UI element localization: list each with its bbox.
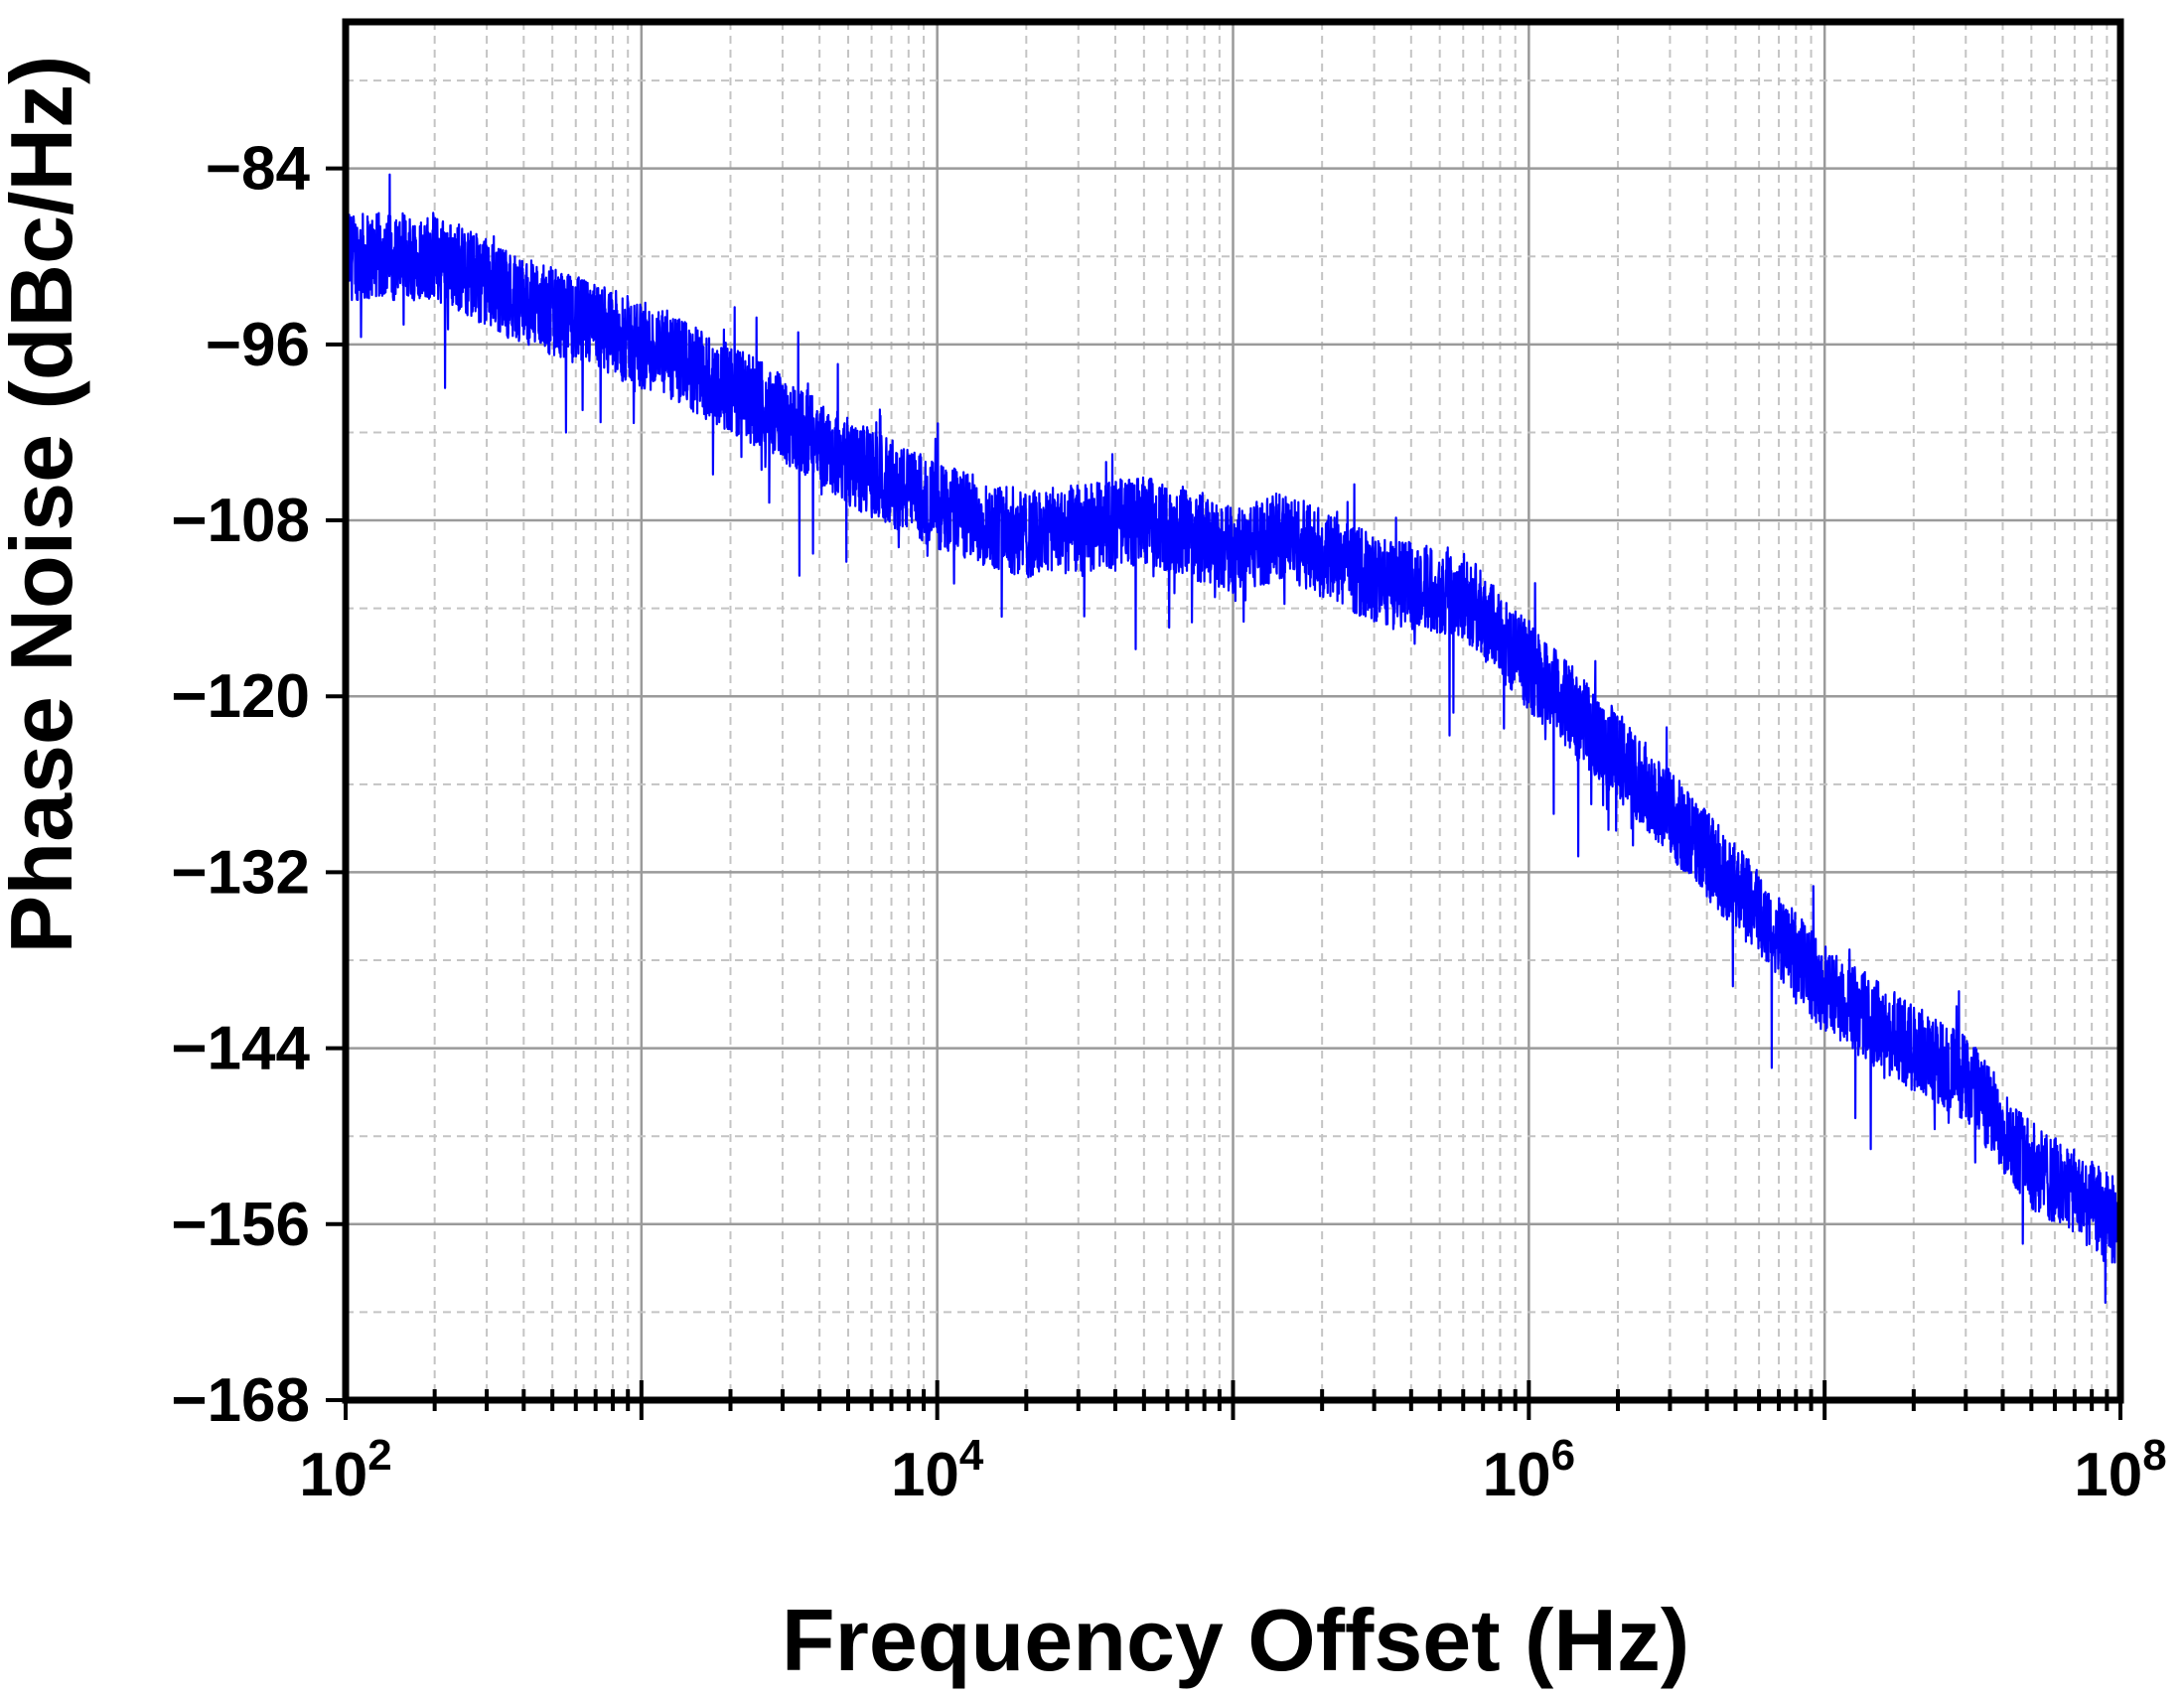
x-tick-label: 102 <box>299 1431 391 1509</box>
y-axis-title: Phase Noise (dBc/Hz) <box>0 56 90 954</box>
y-tick-label: −156 <box>171 1191 310 1259</box>
x-tick-label: 106 <box>1483 1431 1575 1509</box>
y-tick-label: −132 <box>171 838 310 907</box>
ticks <box>326 166 2122 1420</box>
x-tick-exponent: 8 <box>2142 1431 2166 1480</box>
x-tick-base: 10 <box>2074 1441 2142 1509</box>
x-axis-title: Frequency Offset (Hz) <box>782 1591 1689 1689</box>
x-tick-exponent: 4 <box>959 1431 984 1480</box>
x-tick-labels: 102 104 106 108 <box>299 1431 2166 1509</box>
y-tick-label: −84 <box>206 135 311 204</box>
phase-noise-series-line <box>344 173 2122 1304</box>
x-tick-label: 104 <box>891 1431 984 1509</box>
y-tick-label: −96 <box>206 311 310 379</box>
x-tick-base: 10 <box>1483 1441 1551 1509</box>
y-tick-label: −120 <box>171 662 310 731</box>
y-tick-label: −168 <box>171 1366 310 1435</box>
x-tick-base: 10 <box>299 1441 367 1509</box>
x-tick-exponent: 2 <box>367 1431 391 1480</box>
y-tick-label: −108 <box>171 487 310 555</box>
y-tick-label: −144 <box>171 1015 310 1083</box>
y-tick-labels: −84 −96 −108 −120 −132 −144 −156 −168 <box>171 135 310 1435</box>
grid <box>344 22 2120 1402</box>
x-tick-base: 10 <box>891 1441 959 1509</box>
series-layer <box>344 173 2122 1304</box>
x-tick-exponent: 6 <box>1551 1431 1575 1480</box>
x-tick-label: 108 <box>2074 1431 2166 1509</box>
